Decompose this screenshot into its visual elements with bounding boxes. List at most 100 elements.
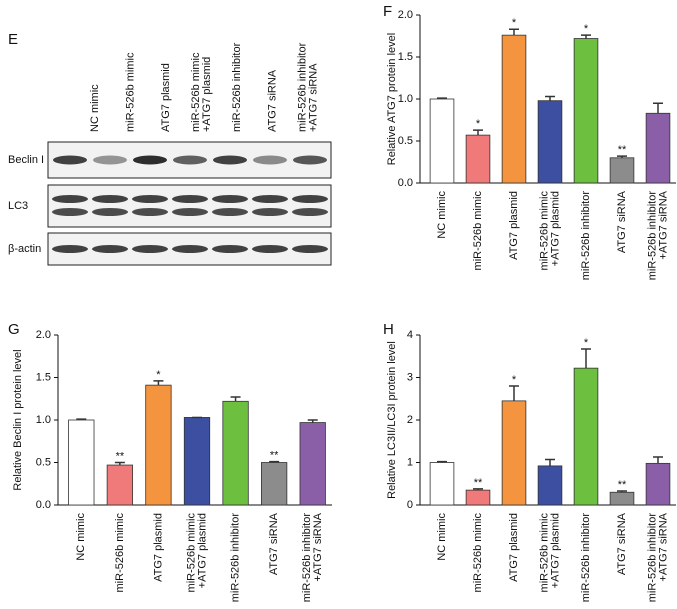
significance: ** — [618, 144, 627, 156]
band — [92, 208, 128, 216]
y-tick-label: 1 — [407, 456, 413, 468]
y-tick-label: 0 — [407, 499, 413, 511]
band — [173, 155, 207, 165]
band — [93, 155, 127, 165]
error-bar — [509, 28, 519, 36]
y-tick-label: 2 — [407, 414, 413, 426]
y-tick-label: 0.0 — [398, 177, 413, 189]
lane-label: miR-526b mimic — [190, 52, 202, 132]
error-bar — [153, 380, 164, 386]
x-tick-label: miR-526b inhibitor — [580, 191, 592, 281]
x-tick-label: ATG7 plasmid — [508, 191, 520, 260]
band — [172, 195, 208, 203]
bar — [429, 98, 455, 184]
x-tick-label: miR-526b mimic — [472, 191, 484, 271]
band — [132, 195, 168, 203]
significance: * — [512, 17, 517, 29]
band — [52, 195, 88, 203]
error-bar — [473, 129, 483, 136]
error-bar — [581, 348, 591, 369]
x-tick-label: ATG7 siRNA — [268, 512, 280, 575]
y-tick-label: 0.5 — [398, 135, 413, 147]
row-label: β-actin — [8, 243, 41, 255]
x-tick-label: miR-526b inhibitor — [229, 513, 241, 603]
error-bar — [545, 458, 555, 466]
significance: * — [584, 337, 589, 349]
x-tick-label: miR-526b mimic — [538, 191, 550, 271]
y-axis-title: Relative Beclin I protein level — [12, 349, 24, 490]
y-axis-title: Relative ATG7 protein level — [386, 33, 398, 165]
x-tick-label: miR-526b mimic — [472, 513, 484, 593]
bar — [609, 157, 635, 184]
significance: ** — [270, 450, 279, 462]
band — [293, 155, 327, 165]
bar — [261, 462, 288, 506]
row-label: Beclin I — [8, 154, 44, 166]
bar — [645, 112, 671, 184]
bar — [145, 384, 172, 506]
band — [92, 245, 128, 253]
significance: ** — [474, 477, 483, 489]
significance: * — [476, 118, 481, 130]
error-bar — [437, 97, 447, 99]
x-tick-label: miR-526b mimic — [185, 513, 197, 593]
bar — [68, 419, 95, 506]
band — [172, 245, 208, 253]
error-bar — [230, 396, 241, 402]
bar — [429, 462, 455, 506]
panel-letter: F — [383, 3, 392, 20]
bar — [465, 489, 491, 506]
band — [132, 245, 168, 253]
y-tick-label: 2.0 — [398, 9, 413, 21]
error-bar — [307, 419, 318, 423]
error-bar — [114, 461, 125, 466]
x-tick-label: NC mimic — [436, 191, 448, 239]
y-tick-label: 1.0 — [398, 93, 413, 105]
bar — [609, 491, 635, 506]
band — [252, 245, 288, 253]
band — [252, 195, 288, 203]
band — [212, 208, 248, 216]
error-bar — [509, 385, 519, 401]
y-tick-label: 0.0 — [36, 499, 51, 511]
y-tick-label: 1.5 — [36, 371, 51, 383]
lane-label: ATG7 plasmid — [160, 63, 172, 132]
x-tick-label: +ATG7 plasmid — [549, 191, 561, 266]
error-bar — [545, 95, 555, 101]
y-tick-label: 0.5 — [36, 456, 51, 468]
lane-label: miR-526b mimic — [124, 52, 136, 132]
error-bar — [617, 155, 627, 158]
y-tick-label: 4 — [407, 329, 413, 341]
bar — [299, 422, 326, 506]
row-label: LC3 — [8, 200, 28, 212]
bar — [537, 100, 563, 184]
y-tick-label: 1.5 — [398, 51, 413, 63]
error-bar — [653, 102, 663, 114]
bar — [645, 462, 671, 506]
band — [252, 208, 288, 216]
x-tick-label: ATG7 plasmid — [152, 513, 164, 582]
y-tick-label: 2.0 — [36, 329, 51, 341]
lane-label: +ATG7 plasmid — [201, 57, 213, 132]
error-bar — [473, 488, 483, 491]
band — [292, 195, 328, 203]
panel-letter: H — [383, 321, 394, 338]
x-tick-label: miR-526b mimic — [114, 513, 126, 593]
error-bar — [653, 456, 663, 464]
band — [92, 195, 128, 203]
panel-letter: E — [8, 31, 18, 48]
bar — [573, 367, 599, 506]
error-bar — [617, 490, 627, 493]
panel-letter: G — [8, 321, 20, 338]
band — [53, 155, 87, 165]
lane-label: miR-526b inhibitor — [231, 42, 243, 132]
x-tick-label: ATG7 siRNA — [616, 512, 628, 575]
significance: * — [584, 23, 589, 35]
x-tick-label: ATG7 siRNA — [616, 190, 628, 253]
x-tick-label: +ATG7 siRNA — [657, 190, 669, 259]
significance: ** — [116, 450, 125, 462]
x-tick-label: miR-526b inhibitor — [580, 513, 592, 603]
x-tick-label: NC mimic — [75, 513, 87, 561]
bar — [183, 417, 211, 506]
